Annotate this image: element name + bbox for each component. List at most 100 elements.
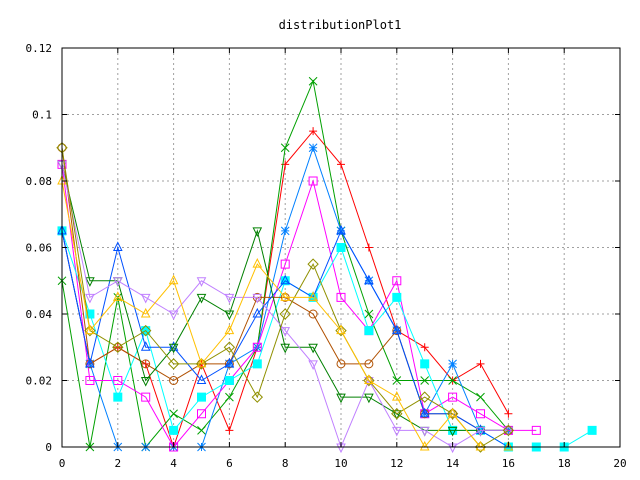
data-point — [476, 359, 485, 368]
data-point — [420, 343, 429, 352]
data-point — [112, 241, 123, 251]
data-point — [364, 326, 374, 336]
data-point — [447, 426, 458, 437]
data-point — [364, 309, 374, 319]
y-tick-label: 0 — [45, 441, 52, 454]
series-11 — [57, 174, 514, 451]
data-point — [168, 310, 179, 321]
data-point — [419, 407, 430, 418]
series-line — [61, 164, 537, 448]
data-point — [280, 143, 290, 153]
x-tick-label: 8 — [282, 457, 289, 470]
data-point — [418, 391, 431, 403]
data-point — [447, 407, 458, 418]
data-point — [85, 376, 95, 385]
series-line — [61, 164, 509, 431]
series-4 — [57, 159, 541, 452]
data-point — [280, 343, 291, 354]
data-point — [252, 227, 263, 237]
x-tick-label: 12 — [390, 457, 403, 470]
data-point — [224, 357, 235, 368]
data-point — [308, 309, 318, 319]
data-point — [197, 426, 206, 435]
data-point — [141, 359, 151, 369]
data-point — [308, 76, 318, 86]
data-point — [169, 376, 179, 385]
data-point — [140, 293, 151, 304]
data-point — [252, 293, 263, 304]
y-tick-label: 0.06 — [26, 242, 53, 255]
data-point — [475, 424, 486, 434]
data-point — [224, 293, 235, 304]
x-tick-label: 2 — [114, 457, 121, 470]
data-point — [85, 324, 95, 335]
data-point — [196, 293, 207, 304]
data-point — [140, 341, 151, 351]
data-point — [448, 392, 458, 402]
data-point — [336, 393, 346, 404]
data-point — [169, 425, 179, 435]
data-point — [252, 359, 262, 369]
data-point — [280, 327, 291, 337]
data-point — [419, 440, 430, 451]
data-point — [113, 392, 123, 402]
data-point — [112, 291, 123, 301]
data-point — [337, 160, 345, 169]
y-tick-label: 0.12 — [26, 42, 53, 55]
series-group — [56, 76, 597, 454]
data-point — [224, 310, 235, 321]
data-point — [85, 293, 95, 304]
x-axis: 0 2 4 6 8 10 12 14 16 18 20 — [59, 48, 627, 470]
data-point — [168, 341, 179, 351]
data-point — [85, 277, 95, 287]
grid-lines — [62, 48, 620, 447]
data-point — [84, 324, 96, 337]
data-point — [252, 307, 263, 318]
data-point — [392, 276, 402, 286]
data-point — [446, 408, 459, 420]
data-point — [474, 441, 487, 453]
data-point — [391, 426, 402, 437]
data-point — [140, 307, 151, 318]
data-point — [113, 342, 123, 352]
data-point — [169, 409, 178, 419]
y-tick-label: 0.02 — [26, 375, 53, 388]
data-point — [280, 274, 291, 285]
y-axis: 0 0.02 0.04 0.06 0.08 0.1 0.12 — [26, 42, 620, 454]
data-point — [197, 409, 206, 419]
data-point — [280, 226, 290, 236]
data-point — [336, 224, 346, 235]
data-point — [420, 359, 430, 369]
y-tick-label: 0.04 — [26, 308, 53, 321]
data-point — [223, 341, 236, 353]
data-point — [364, 243, 373, 252]
data-point — [308, 176, 318, 186]
data-point — [280, 259, 290, 269]
data-point — [587, 425, 597, 435]
data-point — [112, 277, 123, 287]
data-point — [85, 309, 95, 319]
data-point — [196, 277, 207, 287]
data-point — [168, 274, 179, 285]
data-point — [364, 374, 374, 384]
x-tick-label: 14 — [446, 457, 460, 470]
data-point — [141, 392, 151, 402]
data-point — [308, 343, 318, 354]
x-tick-label: 4 — [170, 457, 177, 470]
x-tick-label: 18 — [558, 457, 571, 470]
data-point — [224, 324, 235, 335]
data-point — [225, 392, 234, 402]
data-point — [336, 243, 346, 252]
data-point — [225, 426, 234, 435]
y-tick-label: 0.08 — [26, 175, 53, 188]
data-point — [391, 324, 402, 335]
data-point — [167, 358, 180, 370]
data-point — [309, 127, 318, 136]
data-point — [197, 392, 206, 402]
data-point — [475, 440, 486, 451]
series-line — [61, 229, 509, 448]
x-tick-label: 0 — [59, 457, 66, 470]
data-point — [364, 393, 374, 404]
data-point — [531, 425, 541, 435]
